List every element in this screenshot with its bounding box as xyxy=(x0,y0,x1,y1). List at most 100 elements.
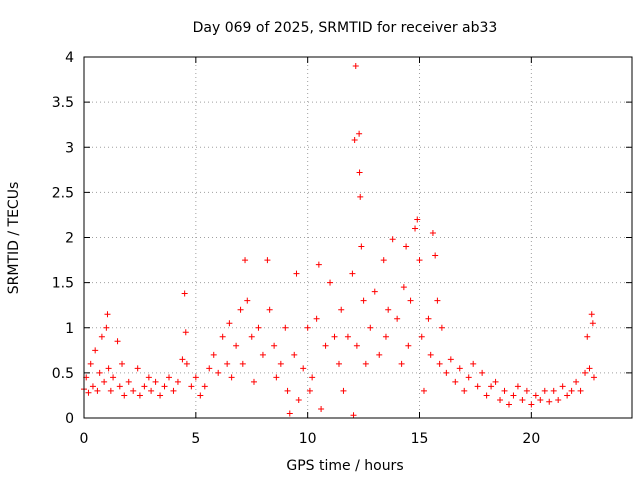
data-point xyxy=(157,392,164,399)
data-point xyxy=(356,169,363,176)
data-point xyxy=(479,369,486,376)
data-point xyxy=(284,387,291,394)
data-point xyxy=(412,225,419,232)
y-tick-label: 1.5 xyxy=(52,276,74,292)
data-point xyxy=(228,374,235,381)
data-point xyxy=(564,392,571,399)
data-point xyxy=(385,306,392,313)
data-point xyxy=(103,324,110,331)
data-point xyxy=(119,360,126,367)
data-point xyxy=(340,387,347,394)
data-point xyxy=(407,297,414,304)
data-point xyxy=(244,297,251,304)
axis-ticks xyxy=(83,56,632,419)
data-point xyxy=(338,306,345,313)
data-point xyxy=(555,396,562,403)
y-axis-label: SRMTID / TECUs xyxy=(6,182,22,295)
data-point xyxy=(92,347,99,354)
data-point xyxy=(286,410,293,417)
data-point xyxy=(382,333,389,340)
data-point xyxy=(456,365,463,372)
data-point xyxy=(352,63,359,70)
data-point xyxy=(105,365,112,372)
y-tick-label: 2 xyxy=(65,231,74,247)
data-point xyxy=(350,412,357,419)
x-tick-label: 10 xyxy=(299,431,317,447)
tick-labels: 0 5 10 15 20 0 0.5 1 1.5 2 2.5 3 3.5 4 xyxy=(52,50,541,447)
data-point xyxy=(537,396,544,403)
data-point xyxy=(170,387,177,394)
data-point xyxy=(414,216,421,223)
data-point xyxy=(237,306,244,313)
data-point xyxy=(541,387,548,394)
data-point xyxy=(331,333,338,340)
data-point xyxy=(344,333,351,340)
x-tick-label: 15 xyxy=(411,431,429,447)
data-point xyxy=(226,320,233,327)
data-point xyxy=(293,270,300,277)
data-point xyxy=(394,315,401,322)
data-point xyxy=(358,243,365,250)
data-point xyxy=(474,383,481,390)
data-point xyxy=(300,365,307,372)
data-point xyxy=(282,324,289,331)
data-point xyxy=(94,387,101,394)
y-tick-label: 3 xyxy=(65,140,74,156)
data-point xyxy=(141,383,148,390)
x-tick-label: 5 xyxy=(191,431,200,447)
data-point xyxy=(492,378,499,385)
data-point xyxy=(470,360,477,367)
data-point xyxy=(182,329,189,336)
data-point xyxy=(582,369,589,376)
data-point xyxy=(405,342,412,349)
data-point xyxy=(304,324,311,331)
data-point xyxy=(313,315,320,322)
data-point xyxy=(306,387,313,394)
data-point xyxy=(121,392,128,399)
data-point xyxy=(259,351,266,358)
data-point xyxy=(181,290,188,297)
grid xyxy=(84,57,632,418)
data-point xyxy=(586,365,593,372)
y-tick-label: 2.5 xyxy=(52,185,74,201)
data-point xyxy=(110,374,117,381)
data-point xyxy=(427,351,434,358)
data-point xyxy=(588,311,595,318)
data-point xyxy=(148,387,155,394)
data-point xyxy=(434,297,441,304)
y-tick-label: 1 xyxy=(65,321,74,337)
data-point xyxy=(577,387,584,394)
data-point xyxy=(590,374,597,381)
data-point xyxy=(134,365,141,372)
y-tick-label: 3.5 xyxy=(52,95,74,111)
data-point xyxy=(353,342,360,349)
data-point xyxy=(501,387,508,394)
data-point xyxy=(523,387,530,394)
data-point xyxy=(589,320,596,327)
data-point xyxy=(309,374,316,381)
data-point xyxy=(362,360,369,367)
data-point xyxy=(136,392,143,399)
chart-title: Day 069 of 2025, SRMTID for receiver ab3… xyxy=(193,20,498,36)
data-point xyxy=(497,396,504,403)
data-point xyxy=(483,392,490,399)
data-point xyxy=(416,257,423,264)
data-point xyxy=(107,387,114,394)
data-point xyxy=(514,383,521,390)
data-point xyxy=(239,360,246,367)
data-point xyxy=(510,392,517,399)
data-point xyxy=(233,342,240,349)
data-point xyxy=(114,338,121,345)
data-point xyxy=(488,383,495,390)
x-tick-label: 20 xyxy=(522,431,540,447)
data-point xyxy=(349,270,356,277)
data-point xyxy=(573,378,580,385)
data-point xyxy=(400,284,407,291)
data-point xyxy=(420,387,427,394)
x-axis-label: GPS time / hours xyxy=(286,458,403,474)
y-tick-label: 4 xyxy=(65,50,74,66)
data-point xyxy=(130,387,137,394)
data-point xyxy=(201,383,208,390)
data-point xyxy=(418,333,425,340)
data-point xyxy=(461,387,468,394)
